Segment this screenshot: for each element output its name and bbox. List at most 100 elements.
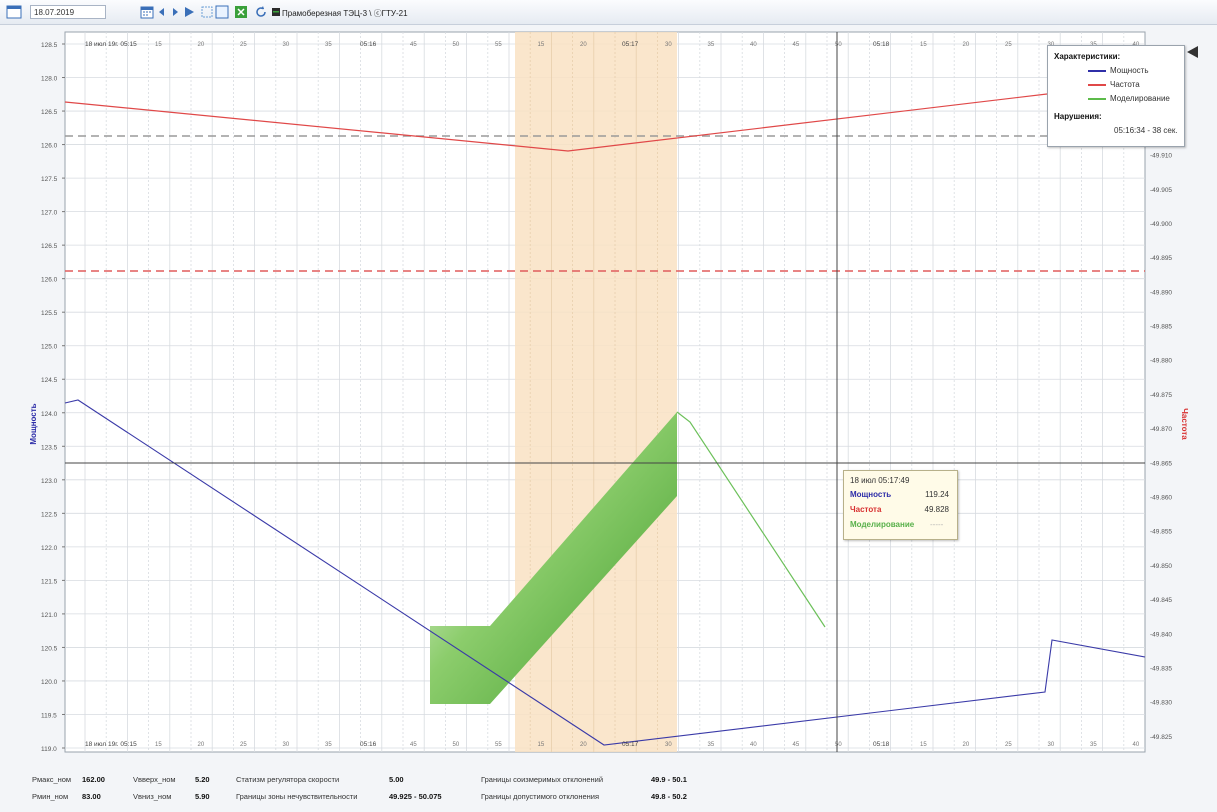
- tooltip-power-label: Мощность: [850, 490, 892, 499]
- minor-time-label: 25: [240, 742, 247, 748]
- minor-time-label: 35: [325, 42, 332, 48]
- left-tick-label: 123.0: [41, 478, 58, 485]
- minor-time-label: 30: [665, 42, 672, 48]
- violation-item[interactable]: 05:16:34 - 38 сек.: [1114, 126, 1178, 135]
- right-tick-label: -49.860: [1150, 495, 1172, 502]
- legend: Характеристики: Мощность Частота Моделир…: [1047, 45, 1185, 147]
- minor-time-label: 40: [1133, 742, 1140, 748]
- param-pmax-label: Pмакс_ном: [32, 775, 72, 784]
- chart-svg[interactable]: 128.5 128.0 126.5 126.0 127.5 127.0 126.5 126.0…: [0, 24, 1217, 772]
- left-tick-label: 128.0: [41, 76, 58, 83]
- legend-swatch: [1088, 84, 1106, 86]
- power-line: [64, 399, 1146, 746]
- param-proportional-value: 49.9 - 50.1: [651, 775, 687, 784]
- left-tick-label: 128.5: [41, 42, 58, 49]
- zoom-area-icon[interactable]: [200, 5, 214, 19]
- left-tick-label: 122.5: [41, 511, 58, 518]
- param-allowed-label: Границы допустимого отклонения: [481, 792, 600, 801]
- right-tick-label: -49.880: [1150, 358, 1172, 365]
- minor-time-label: 35: [708, 42, 715, 48]
- grid-lines-over-band: [529, 32, 658, 752]
- minor-time-label: 25: [1005, 42, 1012, 48]
- minor-time-label: 30: [283, 742, 290, 748]
- legend-label: Частота: [1110, 80, 1140, 89]
- minor-time-label: 55: [495, 742, 502, 748]
- legend-swatch: [1088, 98, 1106, 100]
- right-axis-ticks: -49.925-49.920-49.915-49.910-49.905-49.9…: [1150, 50, 1172, 741]
- minor-time-label: 30: [283, 42, 290, 48]
- previous-icon[interactable]: [157, 7, 167, 17]
- tooltip-power-value: 119.24: [925, 490, 949, 499]
- minor-time-label: 15: [155, 42, 162, 48]
- time-label: 18 июл 19г. 05:15: [85, 741, 137, 748]
- left-axis-ticks: 128.5 128.0 126.5 126.0 127.5 127.0 126.5 126.0…: [41, 42, 65, 753]
- tooltip-timestamp: 18 июл 05:17:49: [850, 476, 910, 485]
- minor-time-label: 15: [920, 742, 927, 748]
- window-icon[interactable]: [6, 4, 22, 20]
- minor-time-label: 50: [453, 742, 460, 748]
- left-tick-label: 121.5: [41, 578, 58, 585]
- refresh-icon[interactable]: [254, 5, 268, 19]
- minor-time-label: 15: [538, 742, 545, 748]
- left-tick-label: 126.0: [41, 277, 58, 284]
- left-tick-label: 124.5: [41, 377, 58, 384]
- minor-time-label: 35: [325, 742, 332, 748]
- time-label: 05:18: [873, 41, 890, 48]
- right-tick-label: -49.830: [1150, 700, 1172, 707]
- minor-time-label: 15: [538, 42, 545, 48]
- right-tick-label: -49.870: [1150, 426, 1172, 433]
- legend-toggle-icon[interactable]: [1187, 46, 1198, 58]
- param-pmin-label: Pмин_ном: [32, 792, 69, 801]
- param-vup-label: Vвверх_ном: [133, 775, 176, 784]
- left-tick-label: 126.5: [41, 243, 58, 250]
- minor-time-label: 35: [708, 742, 715, 748]
- left-tick-label: 121.0: [41, 612, 58, 619]
- minor-time-label: 20: [580, 742, 587, 748]
- minor-time-label: 30: [665, 742, 672, 748]
- minor-time-label: 50: [835, 42, 842, 48]
- param-vdown-label: Vвниз_ном: [133, 792, 172, 801]
- minor-time-label: 50: [453, 42, 460, 48]
- param-proportional-label: Границы соизмеримых отклонений: [481, 775, 604, 784]
- param-statism-label: Статизм регулятора скорости: [236, 775, 340, 784]
- legend-title: Характеристики:: [1054, 52, 1121, 61]
- legend-item-power[interactable]: Мощность: [1088, 66, 1182, 76]
- left-tick-label: 125.0: [41, 344, 58, 351]
- frequency-line: [64, 93, 1048, 152]
- time-label: 05:18: [873, 741, 890, 748]
- right-tick-label: -49.890: [1150, 289, 1172, 296]
- right-tick-label: -49.875: [1150, 392, 1172, 399]
- date-input[interactable]: 18.07.2019: [30, 5, 106, 19]
- legend-item-frequency[interactable]: Частота: [1088, 80, 1182, 90]
- minor-time-label: 45: [410, 42, 417, 48]
- minor-time-label: 25: [1005, 742, 1012, 748]
- next-icon[interactable]: [170, 7, 180, 17]
- export-icon[interactable]: [234, 5, 248, 19]
- right-tick-label: -49.905: [1150, 187, 1172, 194]
- toolbar: 18.07.2019 Прамоберезная ТЭЦ-3 \ ⓒГТУ-21: [0, 0, 1217, 25]
- minor-time-label: 40: [750, 742, 757, 748]
- left-tick-label: 120.5: [41, 645, 58, 652]
- left-tick-label: 120.0: [41, 679, 58, 686]
- param-vdown-value: 5.90: [195, 792, 210, 801]
- time-label: 05:17: [622, 741, 639, 748]
- right-tick-label: -49.865: [1150, 460, 1172, 467]
- left-tick-label: 122.0: [41, 545, 58, 552]
- right-tick-label: -49.900: [1150, 221, 1172, 228]
- right-tick-label: -49.845: [1150, 597, 1172, 604]
- parameters-panel: Pмакс_ном 162.00 Pмин_ном 83.00 Vвверх_н…: [0, 772, 1217, 812]
- param-deadband-value: 49.925 - 50.075: [389, 792, 442, 801]
- select-icon[interactable]: [214, 4, 230, 20]
- legend-swatch: [1088, 70, 1106, 72]
- minor-time-label: 55: [495, 42, 502, 48]
- minor-time-label: 20: [580, 42, 587, 48]
- right-tick-label: -49.895: [1150, 255, 1172, 262]
- tooltip-modeling-label: Моделирование: [850, 520, 915, 529]
- legend-label: Моделирование: [1110, 94, 1170, 103]
- minor-time-label: 20: [963, 42, 970, 48]
- calendar-icon[interactable]: [140, 5, 154, 19]
- chart-area[interactable]: 128.5 128.0 126.5 126.0 127.5 127.0 126.5 126.0…: [0, 24, 1217, 812]
- legend-item-modeling[interactable]: Моделирование: [1088, 94, 1182, 104]
- play-icon[interactable]: [182, 5, 196, 19]
- time-label: 05:16: [360, 41, 377, 48]
